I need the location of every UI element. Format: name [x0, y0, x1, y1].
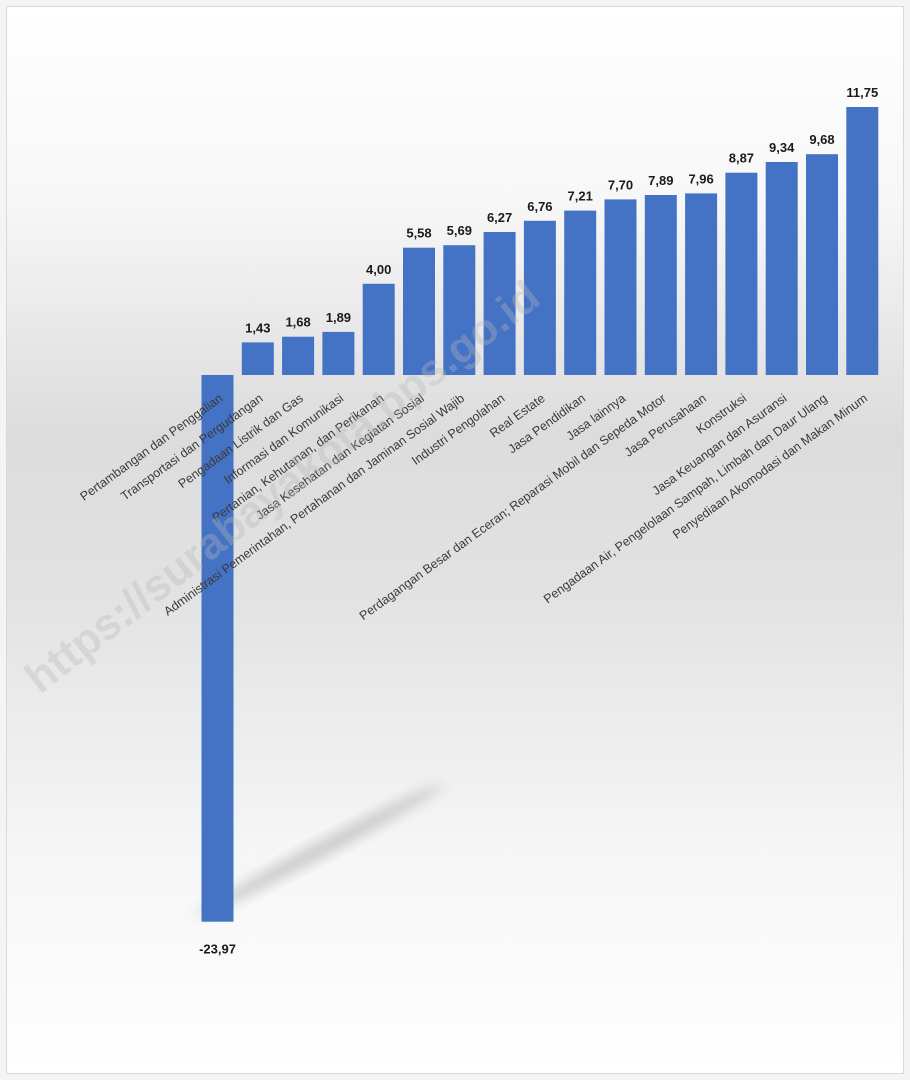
bar: [846, 107, 879, 375]
data-label: 5,69: [447, 223, 472, 238]
bar: [241, 342, 274, 375]
bar: [685, 193, 718, 375]
bar: [725, 172, 758, 375]
data-label: 7,96: [688, 171, 713, 186]
data-label: 1,89: [326, 310, 351, 325]
data-label: 11,75: [846, 85, 878, 100]
data-label: 7,89: [648, 173, 673, 188]
data-label: 8,87: [729, 151, 754, 166]
data-label: 1,43: [245, 320, 270, 335]
bar: [201, 375, 234, 922]
data-label: -23,97: [199, 942, 236, 957]
bar: [483, 232, 516, 375]
bar-shadow: [196, 783, 444, 917]
bar: [322, 331, 355, 375]
bar: [765, 162, 798, 375]
bar: [644, 195, 677, 375]
data-label: 7,21: [568, 189, 593, 204]
data-label: 5,58: [406, 226, 431, 241]
data-label: 1,68: [285, 315, 310, 330]
bar: [564, 210, 597, 375]
bar: [604, 199, 637, 375]
data-label: 7,70: [608, 177, 633, 192]
bar: [362, 283, 395, 375]
data-label: 9,34: [769, 140, 795, 155]
bar: [523, 220, 556, 375]
bar: [806, 154, 838, 375]
bar: [443, 245, 476, 375]
bar: [282, 336, 315, 375]
data-label: 6,76: [527, 199, 552, 214]
data-label: 4,00: [366, 262, 391, 277]
data-label: 6,27: [487, 210, 512, 225]
bar: [403, 247, 435, 375]
data-label: 9,68: [809, 132, 834, 147]
